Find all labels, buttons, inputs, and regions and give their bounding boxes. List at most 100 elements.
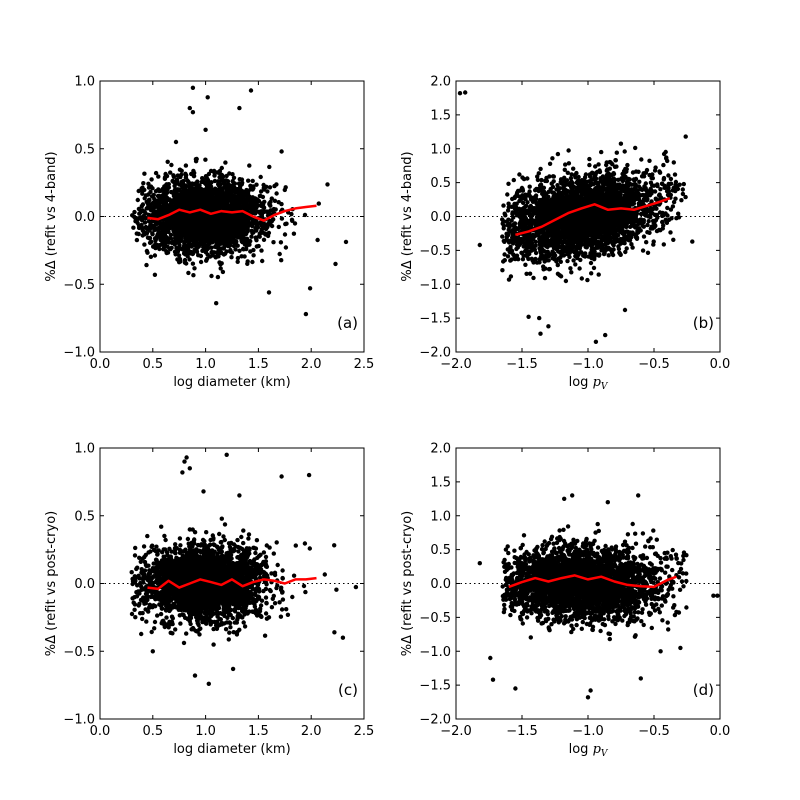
scatter-point <box>653 196 658 201</box>
scatter-point <box>250 259 255 265</box>
scatter-point <box>139 218 145 223</box>
outlier-point <box>205 95 210 100</box>
scatter-point <box>659 181 665 186</box>
scatter-point <box>244 196 250 201</box>
scatter-point <box>142 242 147 247</box>
scatter-point <box>202 248 207 254</box>
scatter-point <box>505 192 510 197</box>
scatter-point <box>215 274 221 280</box>
scatter-point <box>251 253 256 258</box>
scatter-point <box>265 233 271 239</box>
scatter-point <box>218 238 223 243</box>
scatter-point <box>163 185 169 190</box>
scatter-point <box>668 230 673 235</box>
scatter-point <box>169 162 174 168</box>
scatter-point <box>537 183 543 188</box>
scatter-point <box>140 191 145 196</box>
scatter-point <box>267 164 272 170</box>
scatter-point <box>142 220 148 225</box>
outlier-point <box>237 105 242 111</box>
scatter-point <box>143 215 149 221</box>
scatter-point <box>555 262 560 268</box>
scatter-point <box>191 198 196 203</box>
scatter-point <box>181 244 186 249</box>
scatter-point <box>229 225 235 231</box>
scatter-point <box>142 187 147 193</box>
scatter-point <box>571 258 576 263</box>
scatter-point <box>658 228 663 233</box>
scatter-point <box>343 239 349 245</box>
scatter-point <box>203 157 208 162</box>
scatter-point <box>194 249 200 254</box>
scatter-point <box>205 191 210 196</box>
scatter-point <box>185 220 190 226</box>
scatter-point <box>179 238 184 243</box>
x-tick-label: 0.0 <box>90 357 111 372</box>
scatter-point <box>645 250 651 255</box>
scatter-point <box>212 178 218 184</box>
scatter-point <box>173 252 178 257</box>
scatter-point <box>211 169 217 175</box>
scatter-point <box>147 235 153 241</box>
y-tick-label: −1.0 <box>63 346 95 361</box>
scatter-point <box>520 257 526 262</box>
scatter-point <box>200 196 205 202</box>
scatter-point <box>237 204 243 209</box>
scatter-point <box>230 179 235 184</box>
scatter-point <box>144 226 150 232</box>
scatter-point <box>136 206 142 212</box>
scatter-point <box>211 236 217 242</box>
scatter-point <box>175 195 180 200</box>
scatter-point <box>577 266 582 271</box>
scatter-point <box>256 243 261 249</box>
scatter-point <box>216 254 221 259</box>
scatter-point <box>219 188 225 193</box>
scatter-point <box>220 219 226 224</box>
scatter-point <box>196 253 201 258</box>
scatter-point <box>177 167 183 172</box>
scatter-point <box>143 210 148 216</box>
scatter-point <box>261 237 267 242</box>
scatter-point <box>229 255 234 260</box>
scatter-point <box>251 210 257 215</box>
scatter-point <box>203 234 209 239</box>
scatter-point <box>596 162 601 167</box>
scatter-point <box>289 217 295 222</box>
scatter-point <box>169 189 174 195</box>
scatter-point <box>231 243 237 249</box>
scatter-point <box>538 166 543 172</box>
scatter-point <box>657 170 663 175</box>
scatter-point <box>558 259 563 264</box>
scatter-point <box>166 240 172 245</box>
scatter-point <box>279 258 284 263</box>
scatter-point <box>662 185 667 190</box>
scatter-point <box>183 236 188 241</box>
scatter-point <box>256 198 262 204</box>
scatter-point <box>234 187 239 192</box>
scatter-point <box>534 196 539 202</box>
scatter-point <box>207 185 212 190</box>
scatter-point <box>175 173 180 178</box>
scatter-point <box>194 245 200 251</box>
outlier-point <box>307 286 313 291</box>
scatter-point <box>279 216 285 221</box>
scatter-point <box>276 224 281 230</box>
scatter-point <box>160 194 165 199</box>
scatter-point <box>261 222 266 227</box>
scatter-point <box>249 228 254 233</box>
scatter-point <box>218 206 223 211</box>
scatter-point <box>199 224 204 230</box>
scatter-point <box>168 170 173 175</box>
scatter-point <box>223 160 228 165</box>
scatter-point <box>192 191 197 196</box>
scatter-point <box>155 202 161 207</box>
y-tick-label: −0.5 <box>63 278 95 293</box>
scatter-point <box>135 220 140 226</box>
y-axis-label: %Δ (refit vs 4-band) <box>44 151 59 281</box>
scatter-point <box>180 231 185 236</box>
scatter-point <box>144 248 150 254</box>
scatter-point <box>194 238 199 243</box>
scatter-point <box>221 246 226 251</box>
scatter-point <box>132 209 137 215</box>
